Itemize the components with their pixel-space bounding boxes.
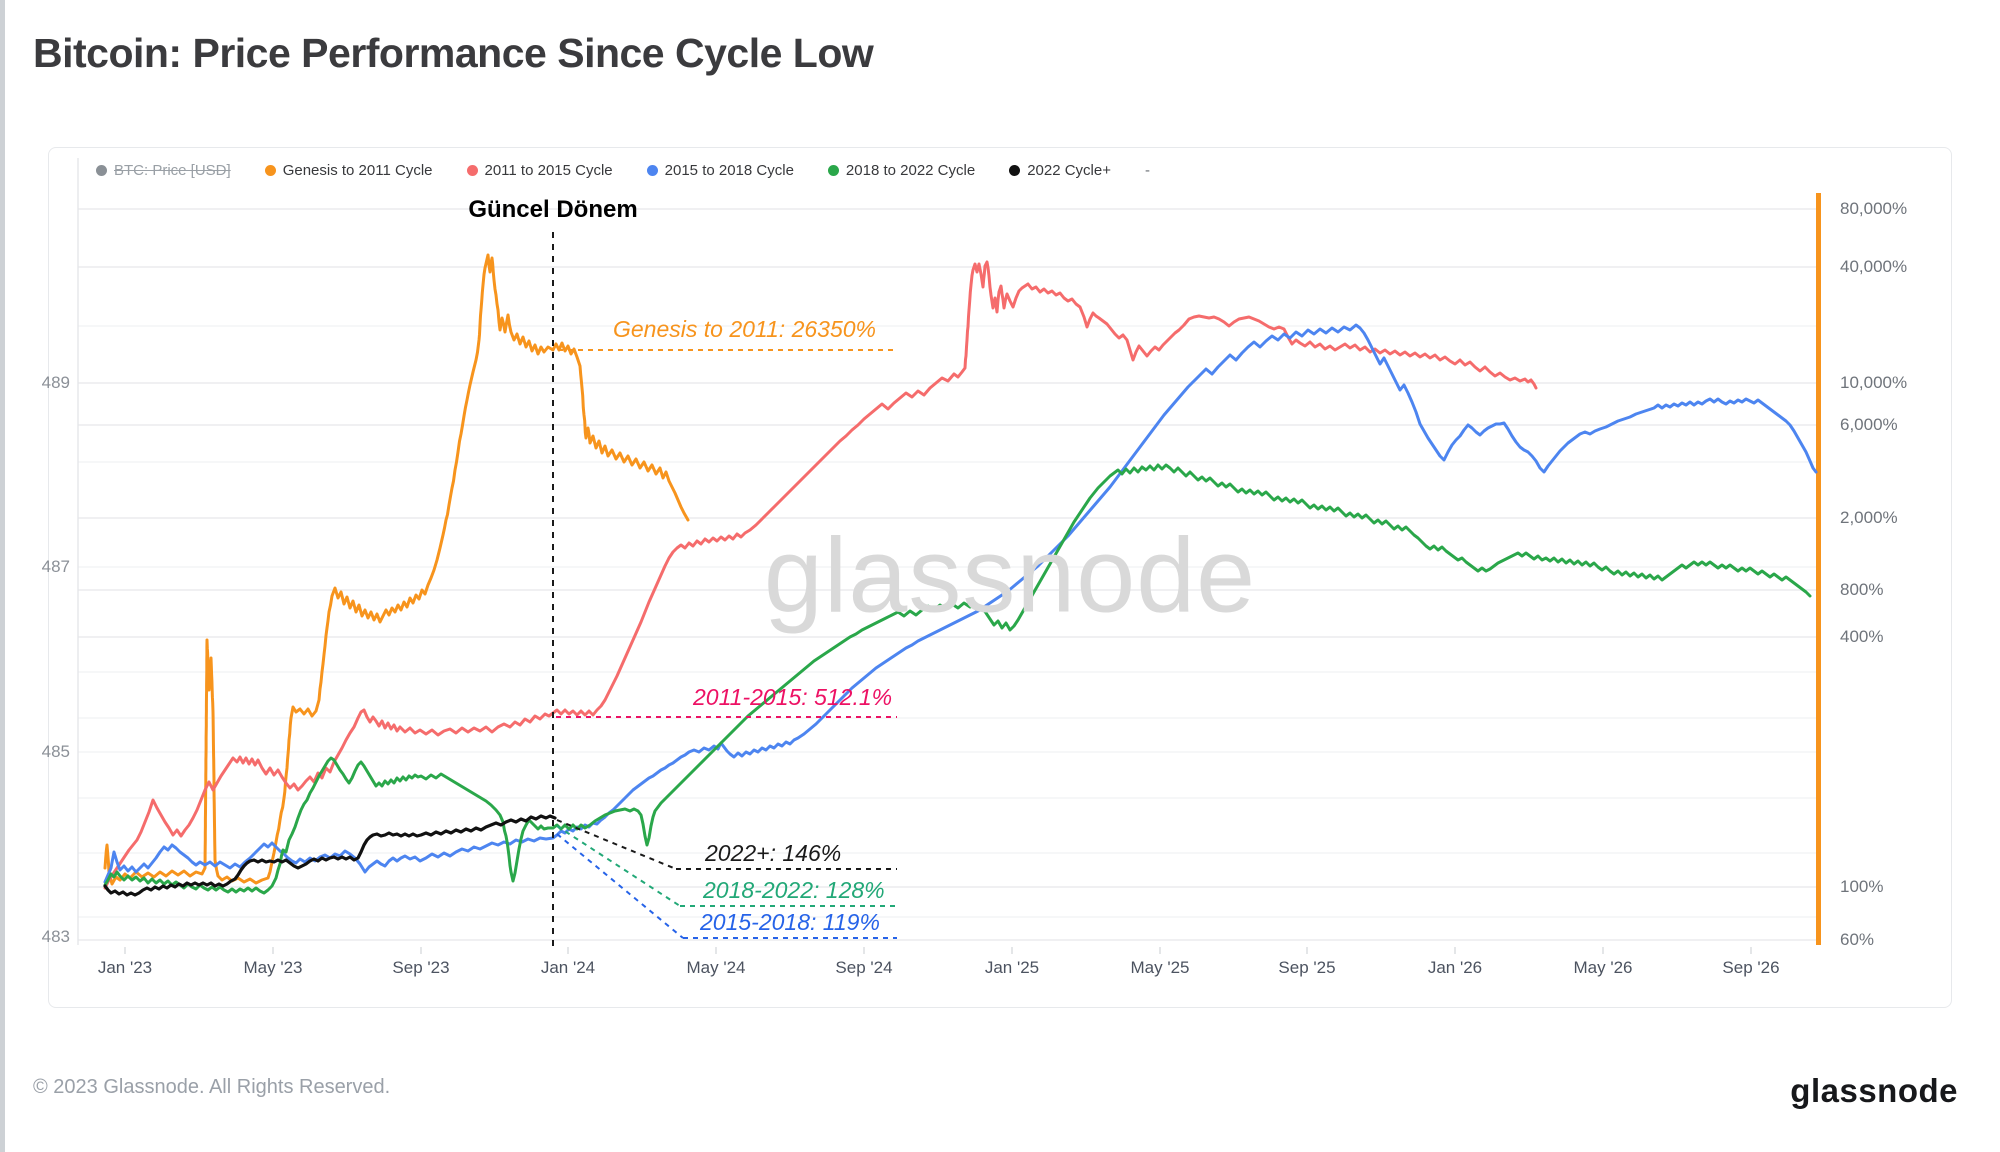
y-axis-right-label: 800% [1840, 580, 1884, 599]
legend-label: BTC: Price [USD] [114, 162, 231, 179]
page-title: Bitcoin: Price Performance Since Cycle L… [33, 30, 874, 76]
y-axis-left-label: 483 [41, 927, 70, 946]
x-axis-label: May '24 [686, 958, 746, 977]
right-axis-accent-bar [1816, 193, 1821, 945]
legend-item-4[interactable]: 2018 to 2022 Cycle [827, 162, 976, 179]
y-axis-left-label: 489 [41, 373, 70, 392]
x-axis-label: Jan '25 [984, 958, 1040, 977]
x-axis-label: May '26 [1573, 958, 1633, 977]
current-period-label: Güncel Dönem [468, 196, 638, 223]
legend-item-5[interactable]: 2022 Cycle+ [1009, 162, 1111, 179]
annotation-c2018_2022: 2018-2022: 128% [703, 877, 885, 903]
annotation-leader-c2022 [556, 819, 677, 870]
legend-label: Genesis to 2011 Cycle [282, 162, 433, 179]
x-axis-label: May '23 [243, 958, 303, 977]
annotation-leader-c2015_2018 [556, 833, 684, 939]
y-axis-right-label: 2,000% [1840, 508, 1898, 527]
series-2018-to-2022-cycle[interactable] [103, 463, 1812, 895]
legend-dot [646, 165, 658, 176]
footer-copyright: © 2023 Glassnode. All Rights Reserved. [33, 1076, 391, 1098]
series-2015-to-2018-cycle[interactable] [103, 323, 1818, 884]
legend-item-1[interactable]: Genesis to 2011 Cycle [264, 162, 433, 179]
legend-label: 2018 to 2022 Cycle [845, 162, 976, 179]
watermark: glassnode [763, 516, 1257, 635]
series-genesis-to-2011-cycle[interactable] [103, 253, 690, 886]
y-axis-right-label: 10,000% [1840, 373, 1908, 392]
x-axis-label: Sep '25 [1278, 958, 1336, 977]
x-axis-label: Sep '24 [835, 958, 893, 977]
legend-dot [1009, 165, 1021, 176]
y-axis-left-label: 487 [41, 557, 70, 576]
legend-dot [96, 165, 107, 176]
x-axis-label: May '25 [1130, 958, 1190, 977]
annotation-c2011_2015: 2011-2015: 512.1% [693, 684, 893, 710]
series-2011-to-2015-cycle[interactable] [103, 260, 1538, 890]
legend-label: 2011 to 2015 Cycle [484, 162, 613, 179]
legend-extra-dash: - [1145, 162, 1150, 179]
annotation-c2015_2018: 2015-2018: 119% [700, 909, 880, 935]
y-axis-right-label: 100% [1840, 877, 1884, 896]
legend-dot [827, 165, 839, 176]
x-axis-label: Sep '26 [1722, 958, 1780, 977]
legend-item-0[interactable]: BTC: Price [USD] [96, 162, 231, 179]
page-left-border [0, 0, 5, 1152]
x-axis-label: Sep '23 [392, 958, 450, 977]
annotation-c2022: 2022+: 146% [705, 840, 842, 866]
x-axis-label: Jan '24 [540, 958, 596, 977]
glassnode-logo: glassnode [1790, 1072, 1958, 1109]
annotation-genesis: Genesis to 2011: 26350% [613, 316, 876, 342]
annotation-leader-c2018_2022 [556, 825, 681, 907]
legend-label: 2015 to 2018 Cycle [664, 162, 794, 179]
x-axis-label: Jan '23 [97, 958, 153, 977]
y-axis-right-label: 60% [1840, 930, 1875, 949]
chart-legend: BTC: Price [USD] Genesis to 2011 Cycle 201… [96, 162, 1150, 179]
y-axis-right-label: 80,000% [1840, 199, 1908, 218]
x-axis-label: Jan '26 [1427, 958, 1483, 977]
y-axis-right-label: 40,000% [1840, 257, 1908, 276]
series-2022-cycle+[interactable] [103, 814, 557, 897]
legend-item-2[interactable]: 2011 to 2015 Cycle [466, 162, 613, 179]
legend-label: 2022 Cycle+ [1027, 162, 1111, 179]
legend-dot [466, 165, 478, 176]
y-axis-right-label: 6,000% [1840, 415, 1898, 434]
legend-item-3[interactable]: 2015 to 2018 Cycle [646, 162, 794, 179]
y-axis-left-label: 485 [41, 742, 70, 761]
legend-dot [264, 165, 276, 176]
y-axis-right-label: 400% [1840, 627, 1884, 646]
